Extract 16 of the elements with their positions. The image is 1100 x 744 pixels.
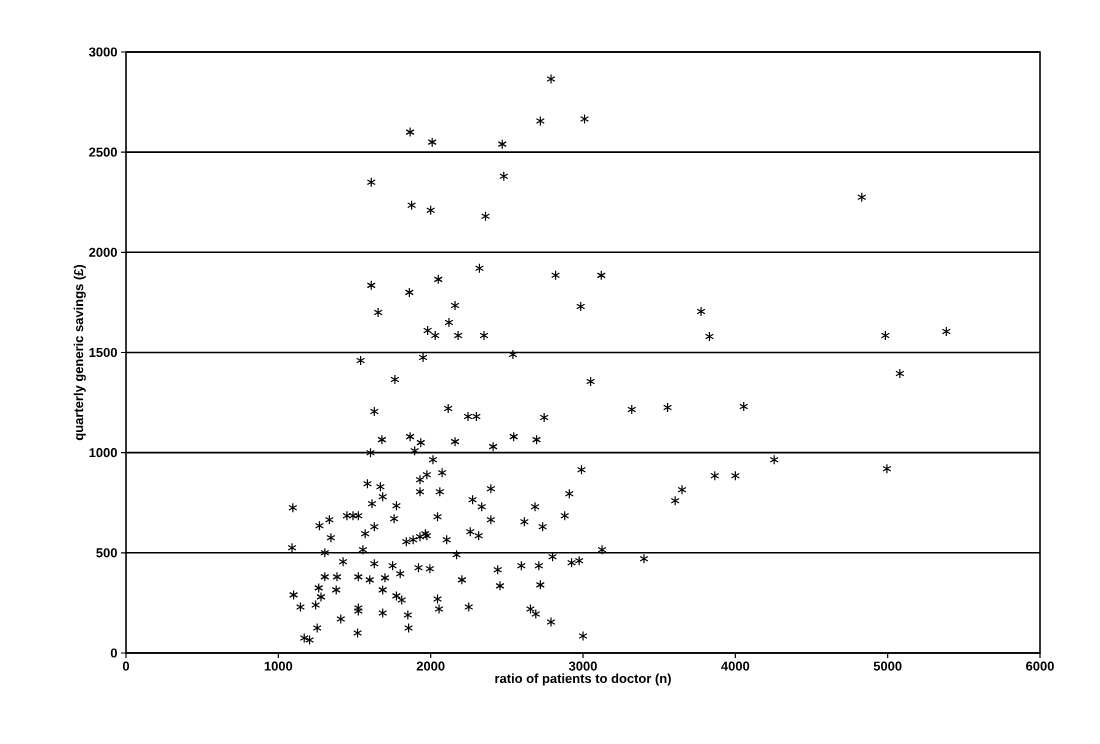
x-tick-label: 6000: [1026, 661, 1054, 671]
x-tick-label: 5000: [873, 661, 902, 671]
y-tick-label: 1500: [89, 347, 117, 358]
x-axis-title: ratio of patients to doctor (n): [495, 673, 671, 686]
x-tick-label: 1000: [264, 661, 293, 671]
x-tick-label: 2000: [416, 661, 445, 671]
x-tick-label: 3000: [568, 661, 597, 671]
y-tick-label: 2000: [89, 247, 117, 257]
y-axis-title: quarterly generic savings (£): [73, 264, 86, 441]
y-tick-label: 2500: [89, 147, 117, 157]
y-tick-label: 0: [110, 648, 117, 658]
y-tick-label: 1000: [89, 448, 117, 458]
y-tick-label: 3000: [88, 47, 117, 57]
x-tick-label: 4000: [721, 661, 750, 671]
x-tick-label: 0: [122, 661, 130, 671]
y-tick-label: 500: [96, 548, 117, 558]
